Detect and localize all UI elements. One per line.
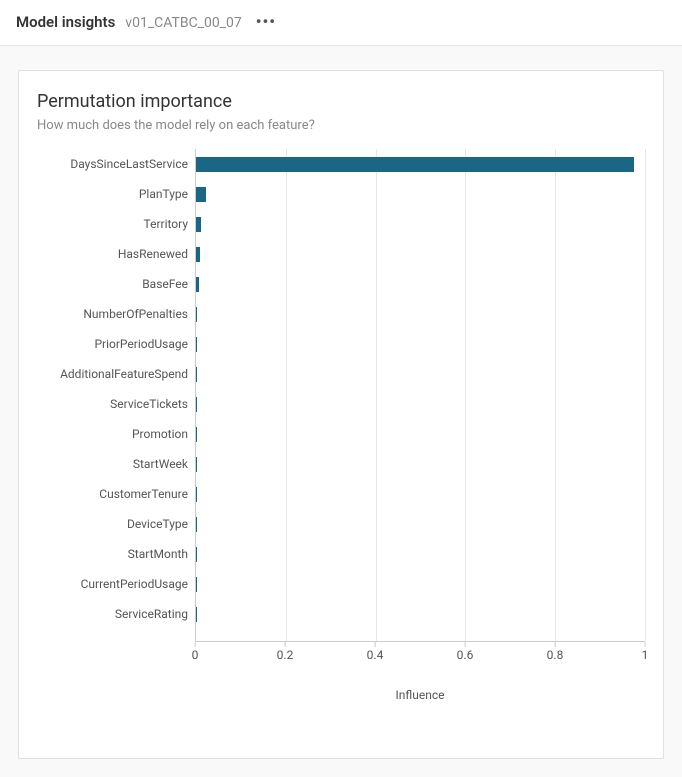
page-title: Model insights — [16, 13, 115, 31]
feature-label: HasRenewed — [118, 247, 188, 261]
chart-row: StartMonth — [196, 539, 645, 569]
feature-label: StartMonth — [128, 547, 188, 561]
x-tick-label: 0.4 — [367, 648, 384, 662]
chart-row: StartWeek — [196, 449, 645, 479]
x-tick-label: 1 — [642, 648, 649, 662]
chart-row: CurrentPeriodUsage — [196, 569, 645, 599]
chart-row: PriorPeriodUsage — [196, 329, 645, 359]
x-tick: 0 — [192, 648, 199, 662]
gridline — [645, 149, 646, 641]
feature-label: PriorPeriodUsage — [94, 337, 188, 351]
feature-bar — [196, 427, 197, 442]
x-tick: 0.6 — [457, 648, 474, 662]
feature-label: CurrentPeriodUsage — [81, 577, 188, 591]
x-tick-label: 0.8 — [547, 648, 564, 662]
feature-label: ServiceRating — [115, 607, 188, 621]
x-tick: 0.8 — [547, 648, 564, 662]
feature-bar — [196, 307, 197, 322]
feature-bar — [196, 157, 634, 172]
x-tick-mark — [375, 642, 376, 647]
feature-label: Territory — [144, 217, 189, 231]
x-tick-label: 0 — [192, 648, 199, 662]
feature-bar — [196, 367, 197, 382]
x-tick: 0.2 — [277, 648, 294, 662]
chart-row: Territory — [196, 209, 645, 239]
card-subtitle: How much does the model rely on each fea… — [37, 118, 645, 133]
x-tick-label: 0.6 — [457, 648, 474, 662]
page-header: Model insights v01_CATBC_00_07 ••• — [0, 0, 682, 46]
card-title: Permutation importance — [37, 91, 645, 112]
feature-label: DaysSinceLastService — [70, 157, 188, 171]
feature-bar — [196, 277, 199, 292]
chart-row: BaseFee — [196, 269, 645, 299]
chart-row: DaysSinceLastService — [196, 149, 645, 179]
chart-row: Promotion — [196, 419, 645, 449]
more-icon[interactable]: ••• — [256, 12, 276, 31]
chart-row: ServiceTickets — [196, 389, 645, 419]
feature-bar — [196, 337, 197, 352]
x-tick-mark — [465, 642, 466, 647]
feature-label: ServiceTickets — [110, 397, 188, 411]
chart-row: NumberOfPenalties — [196, 299, 645, 329]
x-tick-mark — [645, 642, 646, 647]
feature-label: CustomerTenure — [99, 487, 188, 501]
model-name: v01_CATBC_00_07 — [125, 15, 242, 31]
x-axis-label: Influence — [195, 688, 645, 702]
feature-bar — [196, 247, 200, 262]
chart-row: PlanType — [196, 179, 645, 209]
x-tick-label: 0.2 — [277, 648, 294, 662]
feature-label: Promotion — [132, 427, 188, 441]
chart-row: ServiceRating — [196, 599, 645, 629]
chart-plot-area: DaysSinceLastServicePlanTypeTerritoryHas… — [195, 149, 645, 642]
chart-row: CustomerTenure — [196, 479, 645, 509]
chart-row: AdditionalFeatureSpend — [196, 359, 645, 389]
feature-label: BaseFee — [142, 277, 188, 291]
x-axis: 00.20.40.60.81 Influence — [195, 642, 645, 702]
feature-label: DeviceType — [127, 517, 188, 531]
permutation-importance-card: Permutation importance How much does the… — [18, 70, 664, 759]
chart-row: HasRenewed — [196, 239, 645, 269]
x-tick: 0.4 — [367, 648, 384, 662]
x-tick: 1 — [642, 648, 649, 662]
feature-bar — [196, 397, 197, 412]
x-tick-mark — [195, 642, 196, 647]
feature-bar — [196, 217, 201, 232]
importance-chart: DaysSinceLastServicePlanTypeTerritoryHas… — [37, 149, 645, 742]
x-tick-mark — [285, 642, 286, 647]
feature-label: PlanType — [139, 187, 188, 201]
chart-row: DeviceType — [196, 509, 645, 539]
feature-bar — [196, 187, 206, 202]
feature-label: NumberOfPenalties — [83, 307, 188, 321]
feature-label: StartWeek — [133, 457, 188, 471]
x-ticks: 00.20.40.60.81 — [195, 642, 645, 662]
x-tick-mark — [555, 642, 556, 647]
feature-label: AdditionalFeatureSpend — [60, 367, 188, 381]
content-area: Permutation importance How much does the… — [0, 46, 682, 777]
